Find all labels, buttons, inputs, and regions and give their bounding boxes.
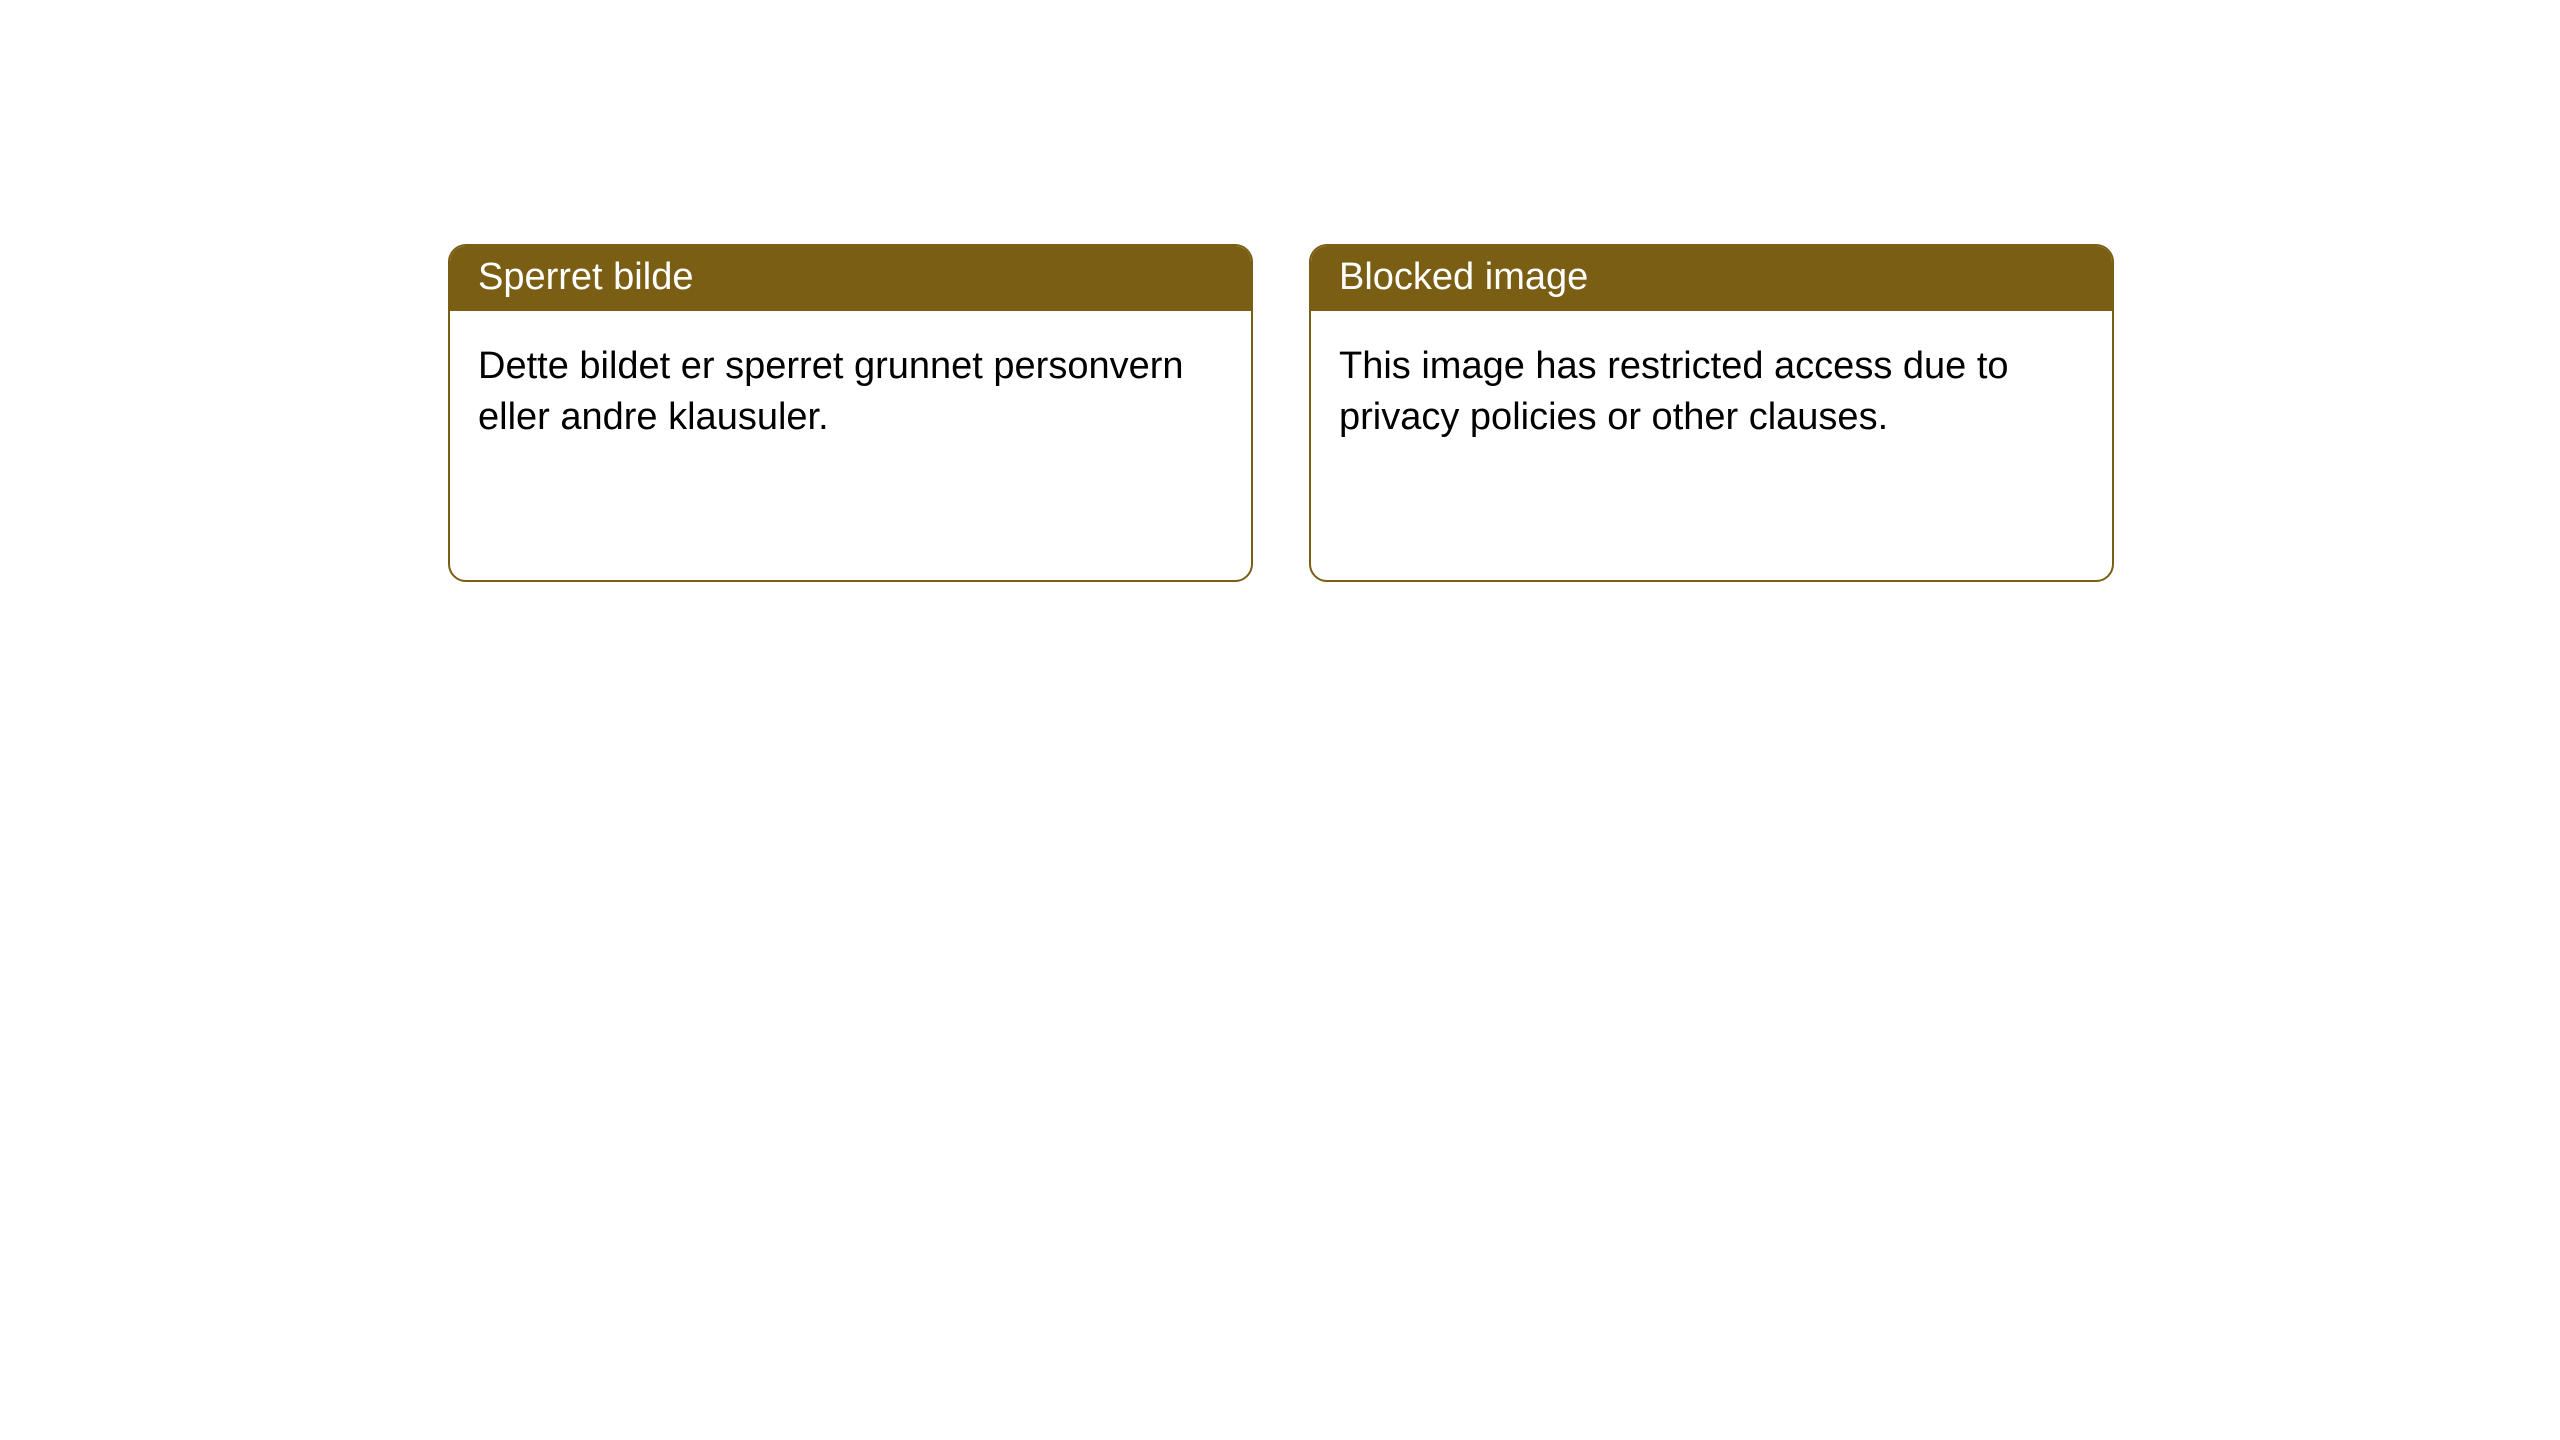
notice-body-norwegian: Dette bildet er sperret grunnet personve…: [450, 311, 1251, 474]
notice-card-norwegian: Sperret bilde Dette bildet er sperret gr…: [448, 244, 1253, 582]
notice-body-english: This image has restricted access due to …: [1311, 311, 2112, 474]
notice-title-norwegian: Sperret bilde: [450, 246, 1251, 311]
notice-title-english: Blocked image: [1311, 246, 2112, 311]
notice-card-english: Blocked image This image has restricted …: [1309, 244, 2114, 582]
notice-container: Sperret bilde Dette bildet er sperret gr…: [0, 0, 2560, 582]
